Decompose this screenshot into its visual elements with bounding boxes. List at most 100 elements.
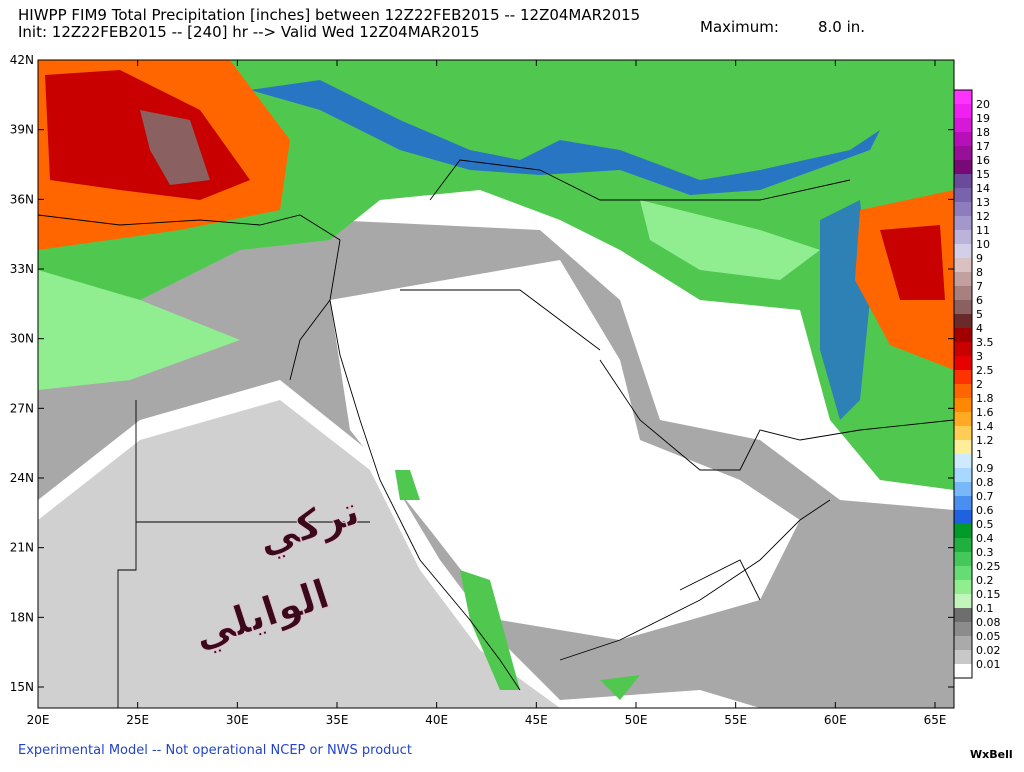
colorbar-label: 0.3: [976, 546, 994, 559]
lon-label: 65E: [924, 713, 947, 727]
colorbar-swatch: [954, 202, 972, 216]
colorbar-label: 2.5: [976, 364, 994, 377]
colorbar-swatch: [954, 496, 972, 510]
colorbar-label: 1.2: [976, 434, 994, 447]
colorbar-swatch: [954, 132, 972, 146]
colorbar-swatch: [954, 636, 972, 650]
colorbar-swatch: [954, 300, 972, 314]
colorbar-label: 18: [976, 126, 990, 139]
lon-label: 45E: [525, 713, 548, 727]
maximum-value: 8.0 in.: [818, 18, 865, 36]
lat-label: 42N: [10, 53, 34, 67]
colorbar-swatch: [954, 104, 972, 118]
colorbar-swatch: [954, 118, 972, 132]
lon-label: 30E: [226, 713, 249, 727]
lat-label: 15N: [10, 680, 34, 694]
colorbar-swatch: [954, 328, 972, 342]
colorbar-label: 4: [976, 322, 983, 335]
lon-label: 25E: [126, 713, 149, 727]
lat-label: 39N: [10, 123, 34, 137]
colorbar-swatch: [954, 356, 972, 370]
colorbar-label: 13: [976, 196, 990, 209]
map-axes: 42N 39N 36N 33N 30N 27N 24N 21N 18N 15N 20E 25E 30E 3…: [10, 53, 954, 727]
colorbar-label: 0.02: [976, 644, 1001, 657]
colorbar-label: 2: [976, 378, 983, 391]
colorbar-label: 0.2: [976, 574, 994, 587]
colorbar-label: 0.7: [976, 490, 994, 503]
colorbar-label: 0.6: [976, 504, 994, 517]
colorbar-swatch: [954, 230, 972, 244]
lon-label: 40E: [425, 713, 448, 727]
colorbar-swatch: [954, 426, 972, 440]
lat-label: 18N: [10, 610, 34, 624]
title: HIWPP FIM9 Total Precipitation [inches] …: [18, 6, 640, 24]
colorbar-swatch: [954, 286, 972, 300]
colorbar-label: 0.01: [976, 658, 1001, 671]
colorbar-label: 20: [976, 98, 990, 111]
lat-label: 24N: [10, 471, 34, 485]
colorbar-frame: [953, 89, 973, 679]
colorbar-label: 1: [976, 448, 983, 461]
colorbar-label: 19: [976, 112, 990, 125]
colorbar-label: 9: [976, 252, 983, 265]
colorbar-swatch: [954, 174, 972, 188]
lon-label: 60E: [824, 713, 847, 727]
colorbar-swatch: [954, 272, 972, 286]
lon-label: 50E: [625, 713, 648, 727]
colorbar-swatch: [954, 594, 972, 608]
colorbar-swatch: [954, 552, 972, 566]
colorbar-swatch: [954, 342, 972, 356]
colorbar-swatch: [954, 510, 972, 524]
map-field: [38, 60, 954, 708]
colorbar-label: 0.8: [976, 476, 994, 489]
colorbar-swatch: [954, 580, 972, 594]
colorbar-swatch: [954, 454, 972, 468]
colorbar-swatch: [954, 468, 972, 482]
maximum-label: Maximum:: [700, 18, 779, 36]
colorbar-label: 15: [976, 168, 990, 181]
colorbar-swatch: [954, 440, 972, 454]
colorbar-swatch: [954, 160, 972, 174]
colorbar-swatch: [954, 314, 972, 328]
colorbar-label: 8: [976, 266, 983, 279]
colorbar-swatch: [954, 216, 972, 230]
colorbar-label: 0.4: [976, 532, 994, 545]
colorbar-swatch: [954, 398, 972, 412]
colorbar-label: 0.15: [976, 588, 1001, 601]
lon-label: 20E: [27, 713, 50, 727]
colorbar-swatch: [954, 524, 972, 538]
colorbar-label: 0.1: [976, 602, 994, 615]
colorbar-swatch: [954, 188, 972, 202]
colorbar: 20191817161514131211109876543.532.521.81…: [953, 89, 1001, 679]
colorbar-label: 0.5: [976, 518, 994, 531]
colorbar-label: 0.08: [976, 616, 1001, 629]
colorbar-label: 10: [976, 238, 990, 251]
colorbar-swatch: [954, 566, 972, 580]
colorbar-label: 12: [976, 210, 990, 223]
colorbar-label: 17: [976, 140, 990, 153]
colorbar-label: 1.8: [976, 392, 994, 405]
subtitle: Init: 12Z22FEB2015 -- [240] hr --> Valid…: [18, 23, 480, 41]
colorbar-swatch: [954, 370, 972, 384]
colorbar-label: 3: [976, 350, 983, 363]
lat-label: 21N: [10, 541, 34, 555]
colorbar-swatch: [954, 384, 972, 398]
lat-label: 33N: [10, 262, 34, 276]
lat-label: 30N: [10, 332, 34, 346]
lon-label: 55E: [724, 713, 747, 727]
colorbar-label: 0.9: [976, 462, 994, 475]
lat-label: 36N: [10, 192, 34, 206]
colorbar-label: 1.6: [976, 406, 994, 419]
brand: WxBell: [970, 748, 1013, 761]
colorbar-swatch: [954, 412, 972, 426]
lon-label: 35E: [326, 713, 349, 727]
colorbar-swatch: [954, 650, 972, 664]
lat-label: 27N: [10, 401, 34, 415]
colorbar-label: 1.4: [976, 420, 994, 433]
colorbar-label: 0.25: [976, 560, 1001, 573]
colorbar-swatch: [954, 664, 972, 678]
colorbar-label: 16: [976, 154, 990, 167]
colorbar-swatch: [954, 90, 972, 104]
